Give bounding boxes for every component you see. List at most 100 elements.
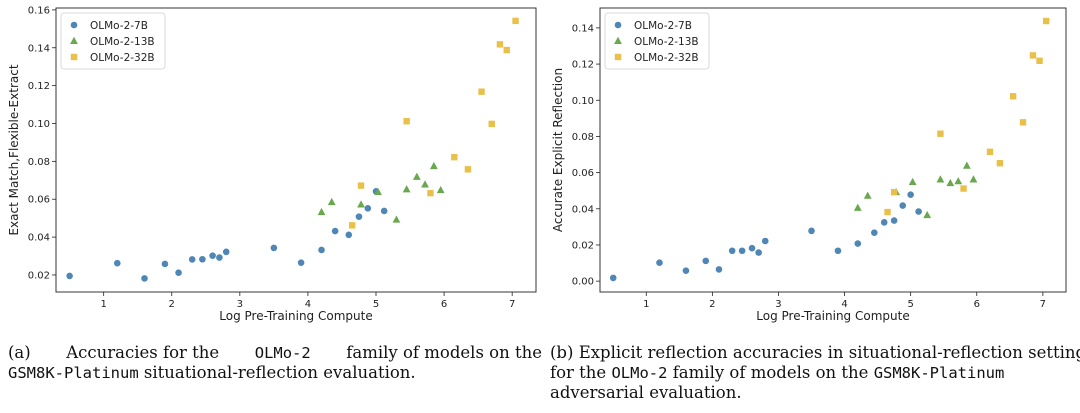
caption-a-model: OLMo-2 — [254, 344, 311, 362]
y-axis-label: Exact Match,Flexible-Extract — [7, 64, 21, 235]
plot-frame — [599, 7, 1067, 293]
data-point — [348, 222, 356, 229]
y-tick-label: 0.08 — [572, 132, 594, 143]
data-point — [682, 267, 690, 274]
x-tick-label: 7 — [1040, 299, 1046, 310]
data-point — [853, 203, 862, 211]
y-tick-label: 0.02 — [572, 240, 594, 251]
legend-marker — [70, 21, 78, 29]
legend-box — [604, 12, 710, 70]
data-point — [209, 252, 216, 259]
data-point — [899, 202, 907, 209]
series-olmo-2-7b — [609, 191, 922, 282]
data-point — [412, 172, 421, 180]
data-point — [715, 266, 723, 273]
x-axis-label: Log Pre-Training Compute — [219, 309, 372, 323]
caption-b-text1: Explicit reflection accuracies in situat… — [578, 343, 1080, 362]
data-point — [488, 120, 495, 128]
caption-b-bench: GSM8K-Platinum — [873, 364, 1005, 382]
legend-label: OLMo-2-7B — [90, 20, 148, 32]
data-point — [996, 160, 1004, 167]
x-tick-label: 3 — [775, 299, 781, 310]
data-point — [188, 256, 196, 263]
caption-a-bench: GSM8K-Platinum — [8, 364, 139, 382]
legend-label: OLMo-2-32B — [634, 52, 699, 64]
data-point — [270, 244, 278, 252]
caption-b: (b) Explicit reflection accuracies in si… — [550, 343, 1080, 403]
x-tick-label: 2 — [709, 299, 715, 310]
data-point — [503, 46, 510, 54]
data-point — [761, 237, 769, 245]
series-olmo-2-32b — [348, 17, 519, 229]
y-tick-label: 0.08 — [28, 157, 50, 168]
data-point — [478, 88, 485, 95]
y-tick-label: 0.10 — [572, 96, 594, 107]
data-point — [738, 247, 746, 255]
data-point — [374, 187, 382, 196]
data-point — [113, 259, 121, 267]
caption-b-model: OLMo-2 — [611, 364, 668, 382]
x-axis-label: Log Pre-Training Compute — [756, 309, 909, 323]
legend-marker — [70, 53, 78, 61]
data-point — [609, 274, 617, 282]
y-tick-label: 0.14 — [28, 43, 50, 54]
legend-label: OLMo-2-13B — [634, 36, 699, 48]
legend-label: OLMo-2-13B — [90, 36, 155, 48]
plot-frame — [55, 7, 537, 293]
x-tick-label: 4 — [841, 299, 847, 310]
y-tick-label: 0.06 — [28, 195, 50, 206]
x-tick-label: 6 — [974, 299, 980, 310]
caption-b-text2: for the — [550, 363, 607, 382]
x-tick-label: 3 — [237, 299, 243, 310]
data-point — [317, 207, 326, 216]
data-point — [199, 255, 206, 263]
data-point — [871, 229, 878, 236]
y-tick-label: 0.06 — [572, 168, 594, 179]
data-point — [908, 177, 917, 186]
data-point — [890, 188, 898, 196]
series-olmo-2-32b — [884, 17, 1050, 216]
x-tick-label: 5 — [373, 299, 379, 310]
data-point — [216, 254, 223, 261]
data-point — [222, 248, 230, 256]
legend-label: OLMo-2-32B — [90, 52, 155, 64]
legend-marker — [614, 21, 622, 29]
data-point — [923, 210, 932, 219]
y-tick-label: 0.16 — [28, 5, 50, 16]
series-olmo-2-13b — [317, 161, 445, 223]
data-point — [808, 227, 815, 235]
data-point — [986, 148, 994, 156]
data-point — [161, 260, 169, 268]
y-tick-label: 0.14 — [572, 23, 594, 34]
data-point — [331, 227, 339, 235]
caption-a-text2: family of models on the — [346, 343, 542, 362]
data-point — [1042, 17, 1050, 25]
data-point — [834, 247, 842, 255]
y-tick-label: 0.12 — [28, 81, 50, 92]
data-point — [946, 178, 955, 187]
data-point — [357, 182, 365, 189]
data-point — [954, 177, 963, 185]
data-point — [884, 208, 891, 216]
legend: OLMo-2-7B OLMo-2-13B OLMo-2-32B — [60, 12, 166, 70]
data-point — [364, 205, 372, 212]
y-tick-label: 0.04 — [28, 233, 50, 244]
y-tick-label: 0.10 — [28, 119, 50, 130]
data-point — [403, 118, 410, 125]
data-point — [327, 197, 336, 206]
caption-a-text1: Accuracies for the — [66, 343, 220, 362]
data-point — [936, 175, 945, 183]
data-point — [402, 185, 411, 193]
caption-a-label: (a) — [8, 343, 31, 362]
data-point — [380, 207, 388, 215]
caption-b-text4: adversarial evaluation. — [550, 383, 742, 402]
data-point — [436, 185, 445, 194]
caption-a: (a) Accuracies for the OLMo-2 family of … — [8, 343, 542, 383]
data-point — [392, 215, 401, 223]
data-point — [728, 247, 736, 255]
data-point — [421, 180, 429, 188]
caption-b-text3: family of models on the — [672, 363, 869, 382]
chart-a: 1 2 3 4 5 6 7 0.02 0.04 0.06 0.08 0.10 0.12 0.14 0.16 L… — [7, 5, 537, 323]
legend: OLMo-2-7B OLMo-2-13B OLMo-2-32B — [604, 12, 710, 70]
data-point — [854, 240, 862, 247]
